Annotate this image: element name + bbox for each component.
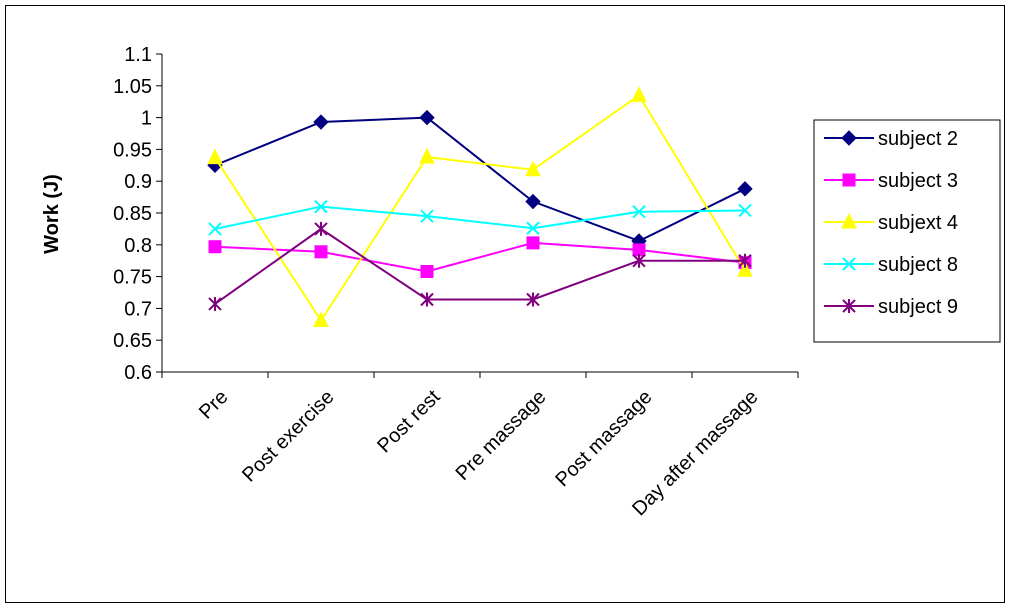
y-tick-label: 0.95 — [113, 139, 152, 161]
x-category-label: Post exercise — [238, 386, 338, 486]
legend-entry: subject 8 — [824, 254, 958, 276]
data-point — [420, 292, 434, 307]
data-point — [208, 296, 222, 311]
y-tick-label: 0.7 — [124, 298, 152, 320]
data-point — [526, 292, 540, 307]
legend-label: subject 2 — [878, 128, 958, 150]
series-subject-3 — [208, 236, 752, 279]
y-tick-label: 0.8 — [124, 235, 152, 257]
y-tick-label: 0.75 — [113, 267, 152, 289]
data-point — [631, 86, 647, 102]
y-tick-label: 0.85 — [113, 203, 152, 225]
data-point — [737, 261, 753, 277]
series-subject-2 — [207, 109, 753, 249]
series-subject-9 — [208, 221, 752, 311]
data-point — [314, 221, 328, 236]
data-point — [208, 240, 222, 254]
data-point — [313, 311, 329, 327]
data-point — [313, 114, 329, 130]
x-category-label: Post rest — [373, 386, 445, 458]
series-layer — [207, 86, 753, 327]
data-point — [314, 245, 328, 259]
series-line — [214, 241, 746, 273]
series-line — [214, 205, 746, 230]
legend-marker — [842, 173, 856, 187]
data-point — [738, 253, 752, 268]
legend-marker — [841, 212, 857, 229]
data-point — [632, 253, 646, 268]
data-point — [632, 205, 646, 219]
data-point — [420, 265, 434, 279]
data-point — [208, 222, 222, 236]
legend-marker — [842, 257, 856, 271]
legend-entry: subjext 4 — [824, 212, 958, 234]
data-point — [525, 193, 541, 210]
legend-label: subject 9 — [878, 296, 958, 318]
data-point — [419, 109, 435, 126]
legend-label: subjext 4 — [878, 212, 958, 234]
series-subject-8 — [208, 199, 752, 236]
y-tick-label: 1.05 — [113, 76, 152, 98]
y-tick-label: 0.9 — [124, 171, 152, 193]
legend-label: subject 3 — [878, 170, 958, 192]
chart-frame: 0.6 0.65 0.7 0.75 0.8 0.85 0.9 0.95 1 1.05 1.1 Pre P… — [5, 5, 1005, 603]
legend-label: subject 8 — [878, 254, 958, 276]
y-tick-label: 1.1 — [124, 44, 152, 66]
legend-marker — [841, 130, 857, 146]
data-point — [526, 236, 540, 250]
y-axis-label: Work (J) — [41, 174, 63, 254]
series-line — [214, 116, 746, 243]
y-tick-label: 1 — [141, 108, 152, 130]
legend-entry: subject 3 — [824, 170, 958, 192]
data-point — [525, 160, 541, 177]
y-tick-label: 0.6 — [124, 362, 152, 384]
legend-entry: subject 2 — [824, 128, 958, 150]
legend: subject 2 subject 3 subjext 4 subject 8 subj… — [813, 119, 1001, 343]
x-category-label: Pre — [195, 386, 233, 424]
data-point — [419, 147, 435, 164]
x-category-label: Post massage — [551, 386, 656, 491]
data-point — [314, 199, 328, 214]
data-point — [207, 148, 223, 165]
data-point — [420, 209, 434, 223]
x-category-label: Pre massage — [452, 386, 551, 485]
data-point — [737, 181, 753, 197]
data-point — [738, 203, 752, 218]
series-line — [214, 227, 745, 305]
data-point — [526, 221, 540, 235]
series-subjext-4 — [207, 86, 753, 327]
legend-entry: subject 9 — [824, 296, 958, 318]
series-line — [214, 93, 746, 323]
legend-marker — [842, 299, 856, 313]
y-tick-label: 0.65 — [113, 330, 152, 352]
